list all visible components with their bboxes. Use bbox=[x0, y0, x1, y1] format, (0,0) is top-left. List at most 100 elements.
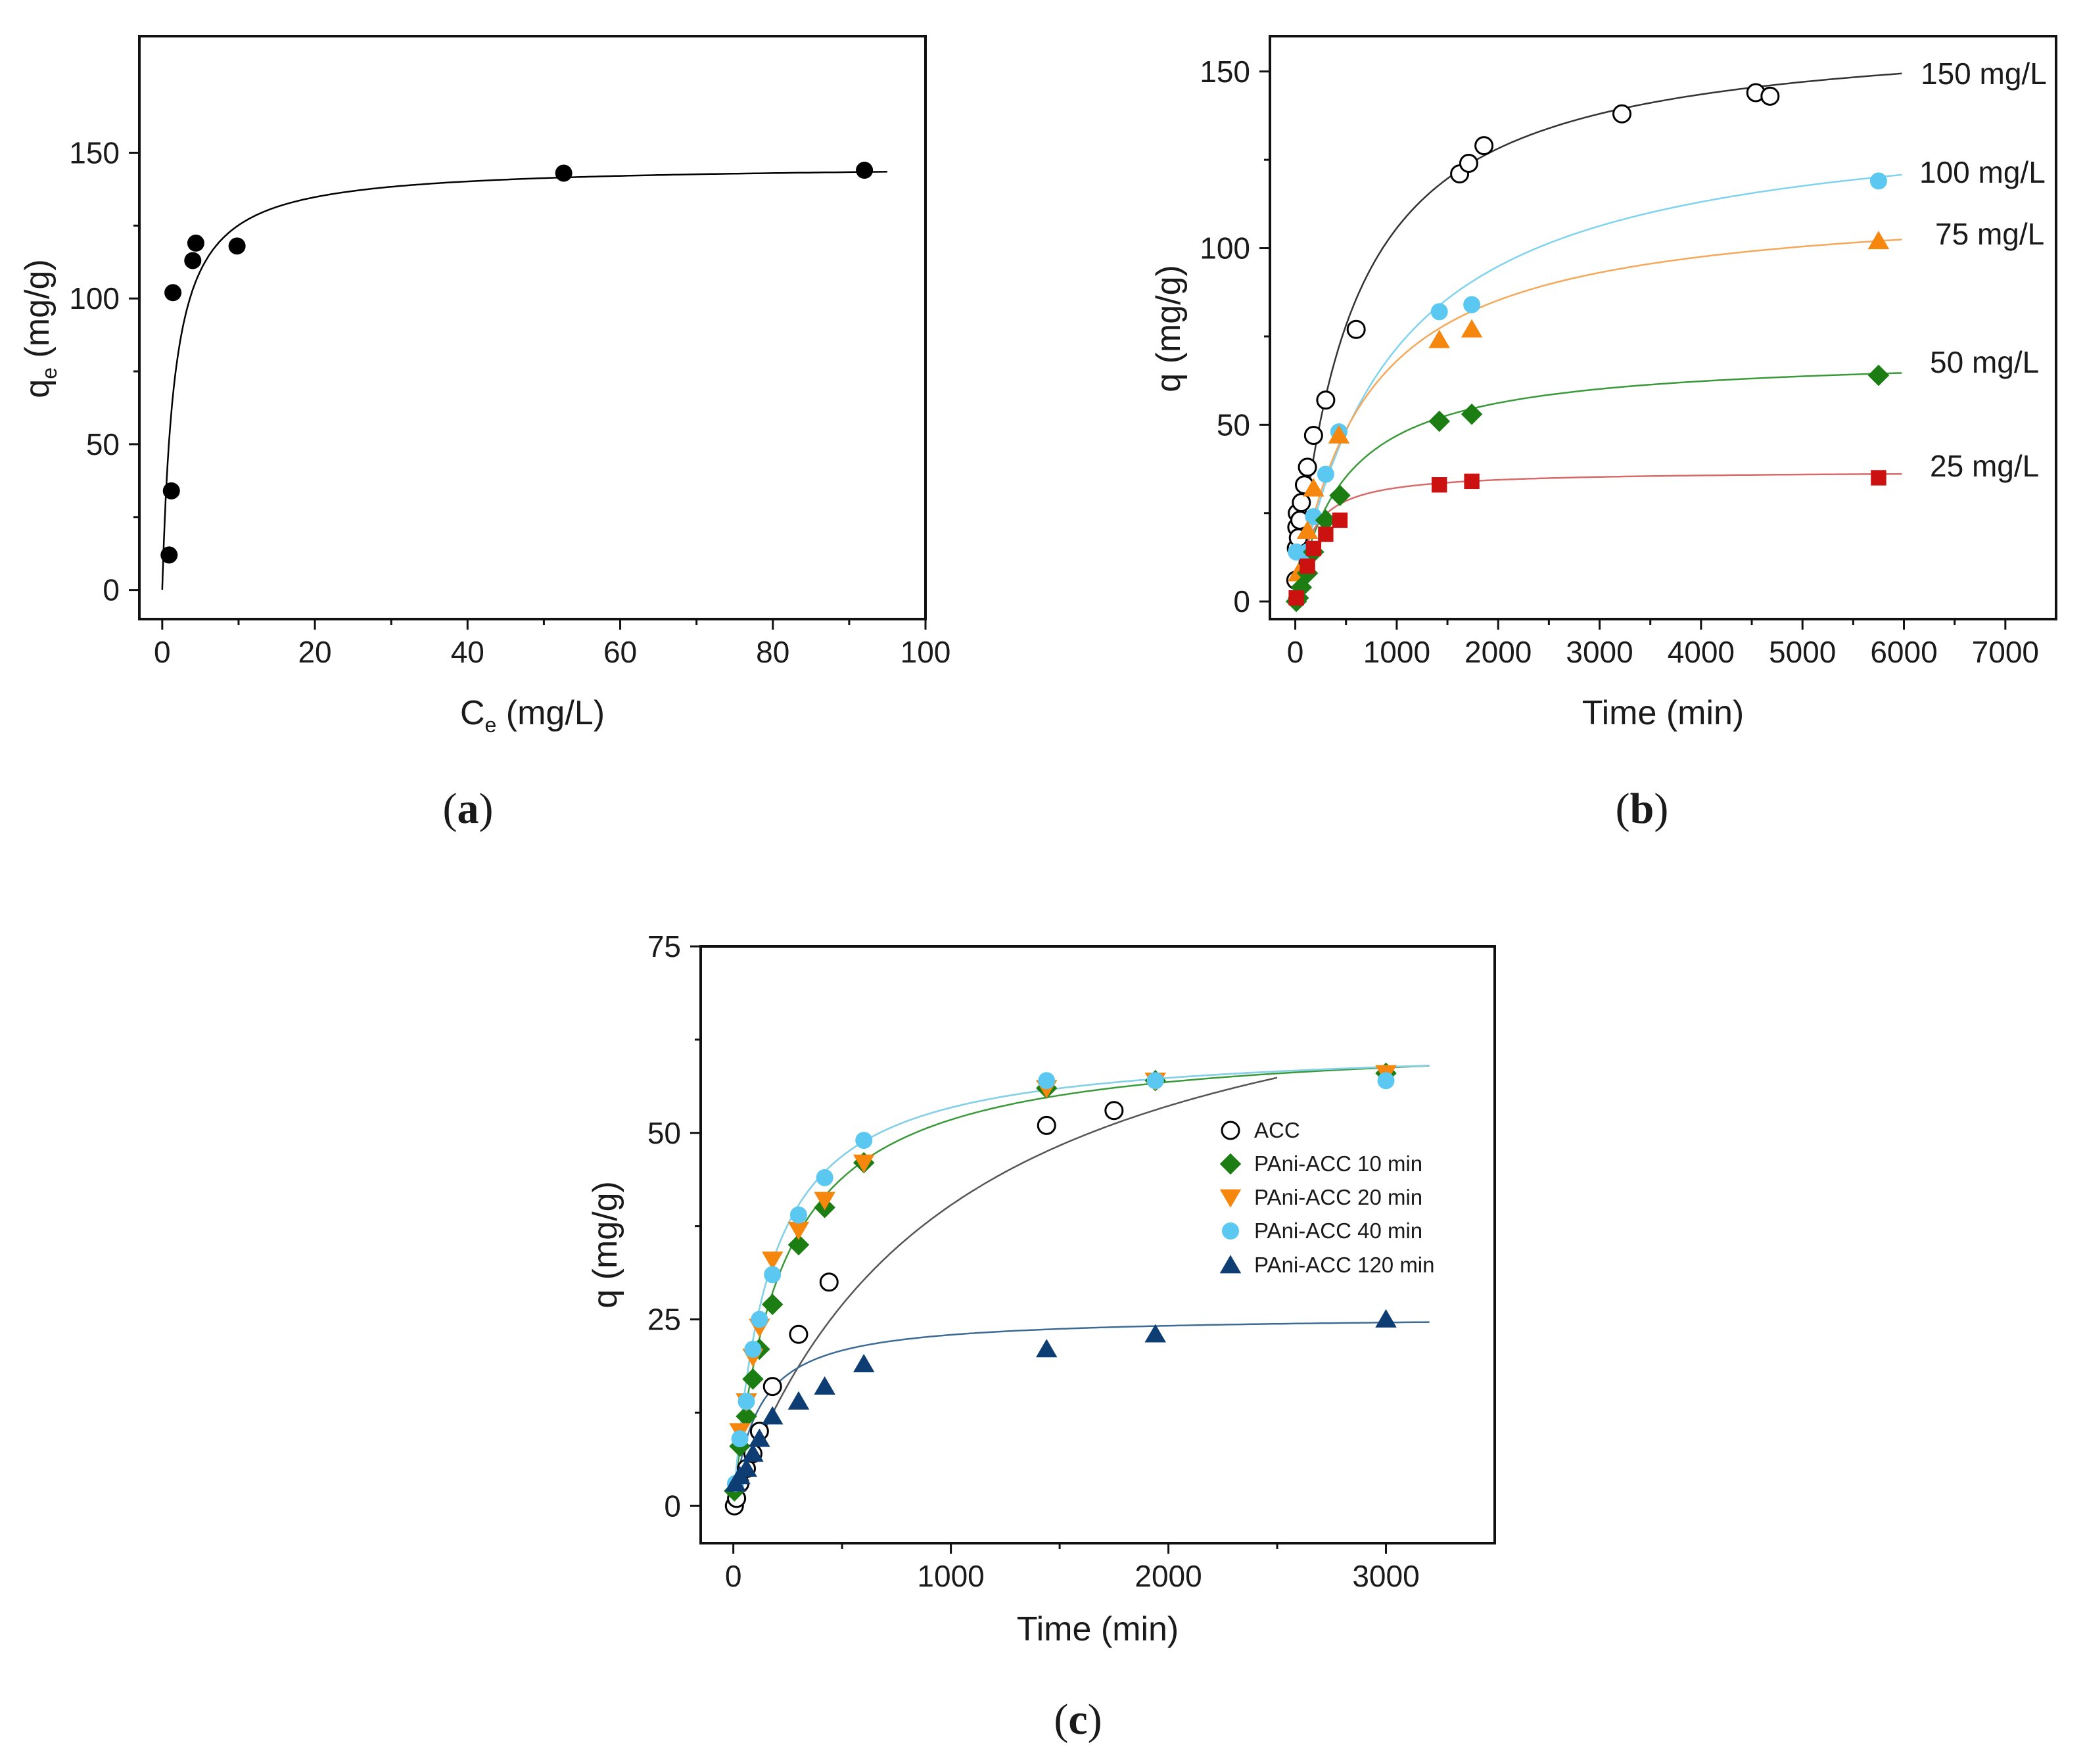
data-point-c-4-9 bbox=[1035, 1339, 1058, 1358]
data-point-b-1-7 bbox=[1869, 172, 1887, 190]
plot-frame-c bbox=[699, 945, 1496, 1544]
curve-label-50: 50 mg/L bbox=[1930, 345, 2039, 379]
data-point-b-0-17 bbox=[1760, 86, 1780, 106]
legend-item-pani-40: PAni-ACC 40 min bbox=[1222, 1219, 1422, 1243]
axes-a: 0 20 40 60 80 100 0 50 100 150 bbox=[69, 135, 950, 669]
data-point-c-1-3 bbox=[742, 1368, 764, 1390]
data-point-c-4-10 bbox=[1144, 1324, 1166, 1343]
panel-label-c: (c) bbox=[1054, 1696, 1102, 1744]
data-point-b-3-8 bbox=[1461, 403, 1483, 425]
plot-frame-b bbox=[1269, 35, 2057, 620]
data-point-b-2-1 bbox=[1296, 521, 1319, 539]
data-point-c-3-6 bbox=[789, 1206, 807, 1224]
legend-marker-pani-20 bbox=[1219, 1189, 1242, 1208]
data-point-b-0-15 bbox=[1612, 104, 1631, 124]
x-tick-label-b-1: 1000 bbox=[1363, 635, 1430, 669]
x-tick-label-a-1: 20 bbox=[298, 635, 331, 669]
y-tick-label-c-0: 0 bbox=[664, 1489, 681, 1523]
data-point-c-3-2 bbox=[738, 1393, 755, 1410]
data-point-b-0-11 bbox=[1346, 319, 1366, 339]
data-point-b-4-6 bbox=[1464, 473, 1480, 490]
legend-c: ACC PAni-ACC 10 min PAni-ACC 20 min PAni… bbox=[1219, 1118, 1435, 1277]
data-point-b-0-14 bbox=[1474, 136, 1494, 156]
x-tick-label-b-4: 4000 bbox=[1668, 635, 1735, 669]
y-tick-label-b-0: 0 bbox=[1233, 584, 1250, 618]
legend-marker-acc bbox=[1221, 1121, 1240, 1140]
legend-item-acc: ACC bbox=[1221, 1118, 1300, 1142]
axes-b: 0 1000 2000 3000 4000 5000 6000 7000 0 50 100 150 bbox=[1200, 55, 2039, 669]
legend-symbol-2 bbox=[1219, 1189, 1242, 1208]
data-point-c-4-11 bbox=[1375, 1309, 1397, 1328]
x-tick-label-b-5: 5000 bbox=[1769, 635, 1836, 669]
x-tick-label-c-0: 0 bbox=[725, 1559, 742, 1593]
y-tick-label-c-3: 75 bbox=[647, 929, 681, 963]
data-point-b-2-5 bbox=[1461, 319, 1483, 338]
data-point-a-0-5 bbox=[228, 237, 246, 255]
data-point-b-1-6 bbox=[1463, 296, 1481, 313]
data-point-c-4-6 bbox=[787, 1391, 810, 1410]
legend-symbol-3 bbox=[1222, 1222, 1239, 1240]
data-point-b-3-7 bbox=[1428, 410, 1450, 432]
data-point-b-0-6 bbox=[1292, 493, 1311, 513]
data-point-b-3-9 bbox=[1867, 364, 1890, 386]
y-axis-title-b: q (mg/g) bbox=[1150, 265, 1188, 392]
y-tick-label-b-1: 50 bbox=[1217, 407, 1250, 442]
fit-curve-b-2 bbox=[1294, 239, 1902, 602]
x-tick-label-b-7: 7000 bbox=[1972, 635, 2039, 669]
curve-label-150: 150 mg/L bbox=[1921, 57, 2047, 91]
fit-curve-c-0 bbox=[732, 1077, 1278, 1507]
y-axis-title-c: q (mg/g) bbox=[586, 1181, 624, 1309]
data-point-b-0-8 bbox=[1298, 457, 1317, 477]
data-point-a-0-0 bbox=[160, 546, 178, 564]
legend-symbol-4 bbox=[1219, 1255, 1242, 1274]
legend-marker-pani-10 bbox=[1219, 1153, 1242, 1175]
fit-curve-b-0 bbox=[1294, 72, 1902, 602]
data-point-c-0-7 bbox=[789, 1324, 808, 1344]
data-point-b-0-9 bbox=[1303, 425, 1323, 445]
data-point-c-0-10 bbox=[1104, 1101, 1124, 1121]
panel-label-a: (a) bbox=[443, 785, 494, 833]
data-point-c-3-5 bbox=[764, 1266, 782, 1284]
data-point-c-2-6 bbox=[814, 1192, 835, 1211]
panel-a: 0 20 40 60 80 100 0 50 100 150 Ce (mg/L) qe (mg/g… bbox=[18, 35, 950, 833]
x-axis-title-b: Time (min) bbox=[1582, 694, 1745, 732]
data-point-c-2-4 bbox=[761, 1251, 784, 1270]
legend-symbol-0 bbox=[1221, 1121, 1240, 1140]
data-point-b-4-7 bbox=[1871, 470, 1886, 486]
data-point-c-2-7 bbox=[853, 1154, 875, 1173]
data-point-b-0-13 bbox=[1459, 154, 1478, 174]
legend-symbol-1 bbox=[1219, 1153, 1242, 1175]
data-point-c-3-10 bbox=[1146, 1072, 1164, 1090]
panel-label-b: (b) bbox=[1616, 785, 1669, 833]
data-point-b-4-5 bbox=[1432, 477, 1447, 493]
data-point-c-3-4 bbox=[751, 1311, 768, 1328]
x-tick-label-a-2: 40 bbox=[451, 635, 484, 669]
legend-label-acc: ACC bbox=[1254, 1118, 1300, 1142]
fit-curve-c-4 bbox=[732, 1321, 1430, 1507]
data-point-c-3-3 bbox=[744, 1340, 762, 1358]
data-point-c-1-2 bbox=[736, 1405, 757, 1427]
legend-marker-pani-40 bbox=[1222, 1222, 1239, 1240]
data-point-a-0-4 bbox=[187, 234, 204, 252]
legend-label-pani-40: PAni-ACC 40 min bbox=[1254, 1219, 1422, 1243]
data-points-a bbox=[160, 162, 874, 564]
y-tick-label-a-1: 50 bbox=[86, 427, 120, 461]
data-point-c-3-11 bbox=[1377, 1072, 1395, 1090]
data-point-a-0-2 bbox=[164, 284, 182, 302]
data-point-c-0-6 bbox=[762, 1377, 782, 1397]
data-point-b-4-3 bbox=[1318, 526, 1334, 542]
data-point-c-2-5 bbox=[787, 1221, 810, 1240]
data-point-c-3-8 bbox=[855, 1132, 873, 1149]
x-tick-label-c-3: 3000 bbox=[1352, 1559, 1419, 1593]
fit-curve-b-4 bbox=[1294, 473, 1902, 602]
legend-label-pani-10: PAni-ACC 10 min bbox=[1254, 1151, 1422, 1176]
x-tick-label-b-3: 3000 bbox=[1566, 635, 1633, 669]
x-tick-label-a-0: 0 bbox=[154, 635, 171, 669]
panel-c: 0 1000 2000 3000 0 25 50 75 Time (min) q (mg/g)… bbox=[586, 929, 1496, 1744]
data-point-a-0-7 bbox=[856, 162, 874, 179]
data-point-b-3-5 bbox=[1315, 509, 1337, 531]
x-tick-label-c-2: 2000 bbox=[1135, 1559, 1202, 1593]
data-point-c-3-7 bbox=[816, 1169, 833, 1186]
legend-item-pani-20: PAni-ACC 20 min bbox=[1219, 1185, 1422, 1209]
y-tick-label-b-2: 100 bbox=[1200, 231, 1250, 266]
